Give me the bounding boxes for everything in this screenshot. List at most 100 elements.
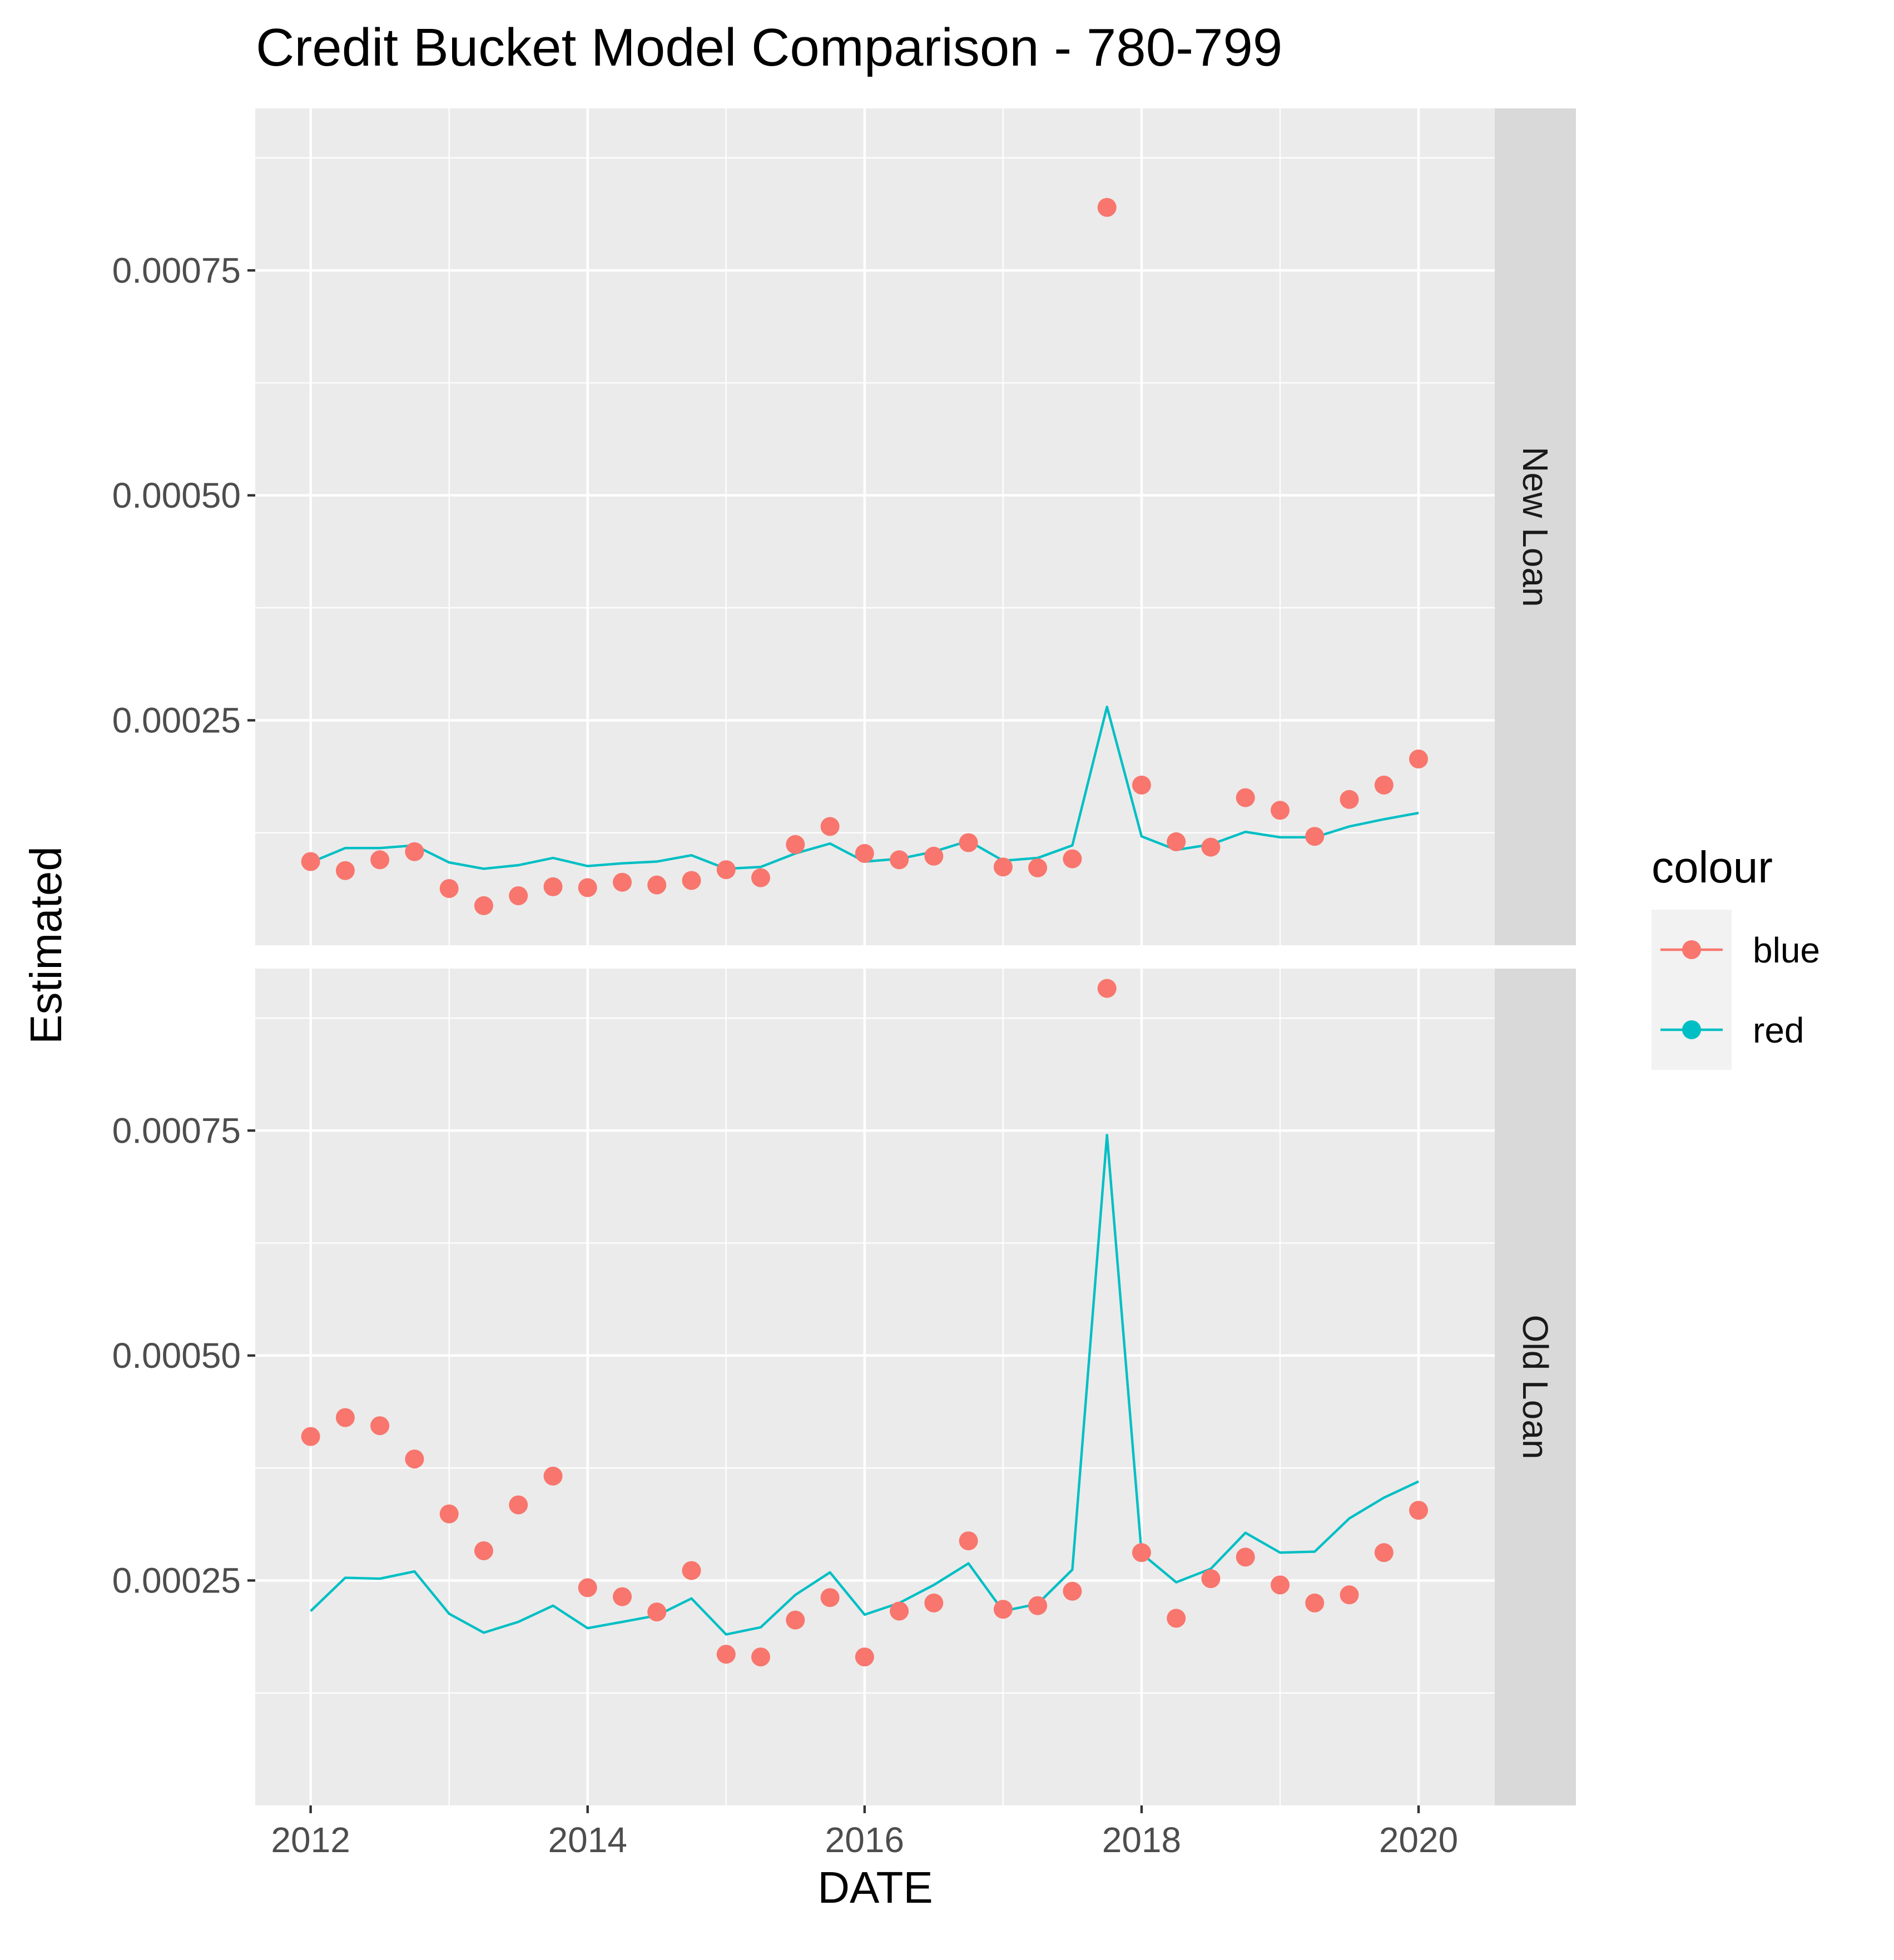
data-point-blue bbox=[1167, 1609, 1186, 1628]
data-point-blue bbox=[1305, 827, 1325, 846]
data-point-blue bbox=[578, 878, 597, 897]
data-point-blue bbox=[1374, 775, 1394, 795]
data-point-blue bbox=[439, 1504, 459, 1524]
data-point-blue bbox=[820, 1588, 840, 1607]
x-tick-label: 2012 bbox=[271, 1820, 350, 1860]
legend-key-background bbox=[1652, 910, 1732, 1070]
x-axis: 2012 2014 2016 2018 2020 bbox=[271, 1805, 1458, 1860]
data-point-blue bbox=[993, 857, 1013, 877]
data-point-blue bbox=[959, 833, 978, 852]
data-point-blue bbox=[751, 868, 770, 887]
data-point-blue bbox=[474, 1541, 493, 1560]
facet-strip bbox=[1495, 108, 1576, 945]
facet-strip-label: New Loan bbox=[1515, 446, 1555, 607]
data-point-blue bbox=[1167, 832, 1186, 851]
x-tick-label: 2020 bbox=[1379, 1820, 1458, 1860]
data-point-blue bbox=[301, 1427, 320, 1446]
data-point-blue bbox=[301, 852, 320, 871]
series-line-red bbox=[310, 1134, 1419, 1636]
data-point-blue bbox=[820, 817, 840, 836]
data-point-blue bbox=[1097, 979, 1117, 998]
data-point-blue bbox=[1409, 1501, 1428, 1520]
legend-entry-red: red bbox=[1660, 1010, 1804, 1050]
data-point-blue bbox=[1271, 1575, 1290, 1595]
data-point-blue bbox=[335, 861, 355, 880]
data-point-blue bbox=[1132, 775, 1151, 795]
data-point-blue bbox=[855, 843, 874, 863]
data-point-blue bbox=[890, 850, 909, 870]
data-point-blue bbox=[613, 1587, 632, 1606]
legend-label: blue bbox=[1753, 930, 1820, 970]
data-point-blue bbox=[578, 1578, 597, 1597]
data-point-blue bbox=[1028, 858, 1048, 877]
chart-title: Credit Bucket Model Comparison - 780-799 bbox=[256, 18, 1282, 77]
data-point-blue bbox=[1201, 837, 1221, 857]
data-point-blue bbox=[543, 877, 563, 896]
data-point-blue bbox=[855, 1648, 874, 1666]
data-point-blue bbox=[1063, 849, 1082, 869]
data-point-blue bbox=[716, 1645, 736, 1664]
data-point-blue bbox=[405, 1450, 424, 1468]
data-point-blue bbox=[613, 872, 632, 892]
panel-background bbox=[255, 108, 1495, 945]
data-point-blue bbox=[335, 1408, 355, 1427]
data-point-blue bbox=[924, 846, 944, 866]
y-tick-label: 0.00075 bbox=[112, 250, 241, 290]
legend-title: colour bbox=[1652, 842, 1773, 892]
panel-old-loan: 0.00025 0.00050 0.00075 Old Loan bbox=[112, 969, 1576, 1805]
data-point-blue bbox=[1097, 198, 1117, 217]
x-tick-label: 2016 bbox=[825, 1820, 904, 1860]
data-point-blue bbox=[1340, 1585, 1359, 1605]
data-point-blue bbox=[1028, 1596, 1048, 1615]
x-tick-label: 2018 bbox=[1102, 1820, 1181, 1860]
data-point-blue bbox=[1340, 790, 1359, 809]
data-point-blue bbox=[1063, 1581, 1082, 1601]
data-point-blue bbox=[439, 879, 459, 898]
y-tick-label: 0.00025 bbox=[112, 700, 241, 740]
legend: colour blue red bbox=[1652, 842, 1820, 1070]
data-point-blue bbox=[1236, 1547, 1255, 1567]
data-point-blue bbox=[959, 1531, 978, 1551]
legend-entry-blue: blue bbox=[1660, 930, 1820, 970]
panel-background bbox=[255, 969, 1495, 1805]
x-axis-title: DATE bbox=[817, 1863, 933, 1912]
data-point-blue bbox=[682, 1561, 701, 1580]
data-point-blue bbox=[509, 886, 528, 905]
legend-key-point bbox=[1682, 1020, 1701, 1039]
y-tick-label: 0.00050 bbox=[112, 1336, 241, 1376]
x-tick-label: 2014 bbox=[548, 1820, 627, 1860]
data-point-blue bbox=[1305, 1593, 1325, 1612]
facet-strip-label: Old Loan bbox=[1515, 1315, 1555, 1460]
data-point-blue bbox=[1236, 788, 1255, 807]
data-point-blue bbox=[1374, 1543, 1394, 1562]
data-point-blue bbox=[1132, 1543, 1151, 1562]
data-point-blue bbox=[370, 850, 390, 870]
data-point-blue bbox=[1271, 801, 1290, 820]
data-point-blue bbox=[890, 1601, 909, 1621]
data-point-blue bbox=[924, 1593, 944, 1612]
y-tick-label: 0.00050 bbox=[112, 475, 241, 515]
data-point-blue bbox=[1201, 1569, 1221, 1589]
data-point-blue bbox=[543, 1466, 563, 1486]
legend-key-point bbox=[1682, 940, 1701, 959]
data-point-blue bbox=[751, 1648, 770, 1666]
y-tick-label: 0.00075 bbox=[112, 1110, 241, 1150]
data-point-blue bbox=[786, 835, 805, 854]
data-point-blue bbox=[370, 1416, 390, 1436]
data-point-blue bbox=[405, 842, 424, 861]
data-point-blue bbox=[474, 896, 493, 915]
data-point-blue bbox=[509, 1495, 528, 1515]
panel-new-loan: 0.00025 0.00050 0.00075 New Loan bbox=[112, 108, 1576, 945]
y-axis-title: Estimated bbox=[21, 846, 71, 1044]
data-point-blue bbox=[647, 875, 667, 895]
data-point-blue bbox=[647, 1602, 667, 1622]
data-point-blue bbox=[716, 860, 736, 880]
facet-strip bbox=[1495, 969, 1576, 1805]
data-point-blue bbox=[1409, 750, 1428, 768]
data-point-blue bbox=[993, 1600, 1013, 1619]
y-tick-label: 0.00025 bbox=[112, 1560, 241, 1600]
data-point-blue bbox=[786, 1610, 805, 1630]
